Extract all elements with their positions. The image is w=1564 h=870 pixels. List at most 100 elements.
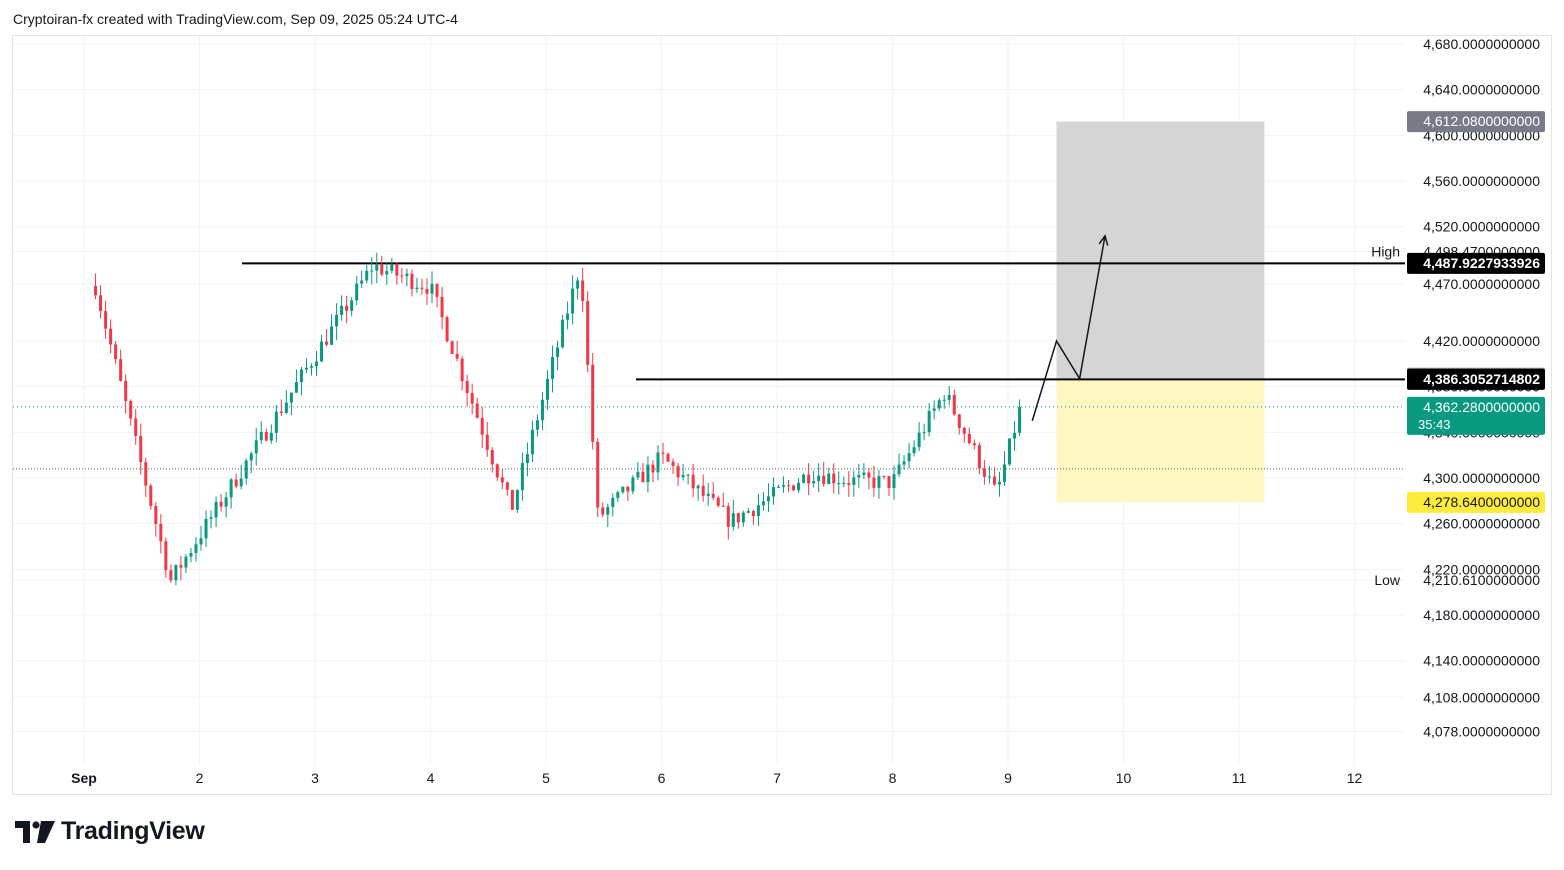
candle: [777, 484, 781, 488]
candle: [706, 483, 710, 506]
countdown-timer: 35:43: [1418, 417, 1451, 432]
candle: [847, 470, 851, 497]
candle-body: [184, 556, 188, 568]
tradingview-logo[interactable]: TradingView: [15, 817, 205, 846]
candle: [766, 483, 770, 512]
candle: [109, 319, 113, 354]
candle-body: [380, 264, 384, 275]
candle: [756, 494, 760, 526]
candle-body: [661, 452, 665, 454]
candle: [671, 458, 675, 474]
candle-body: [751, 511, 755, 516]
candle-body: [837, 483, 841, 485]
candle: [530, 420, 534, 463]
candle: [636, 462, 640, 480]
candle: [962, 426, 966, 443]
price-tick-label: 4,108.0000000000: [1423, 689, 1540, 705]
candle-body: [1008, 438, 1012, 465]
candle: [139, 423, 143, 475]
candle: [320, 334, 324, 362]
candle: [104, 300, 108, 340]
candle-body: [952, 394, 956, 415]
candle: [581, 267, 585, 313]
candle-body: [385, 270, 389, 275]
candle-body: [827, 473, 831, 484]
candle-body: [882, 476, 886, 478]
candle-body: [651, 464, 655, 473]
candle-body: [315, 361, 319, 367]
price-axis: 4,680.00000000004,640.00000000004,600.00…: [1371, 36, 1540, 740]
candle-body: [455, 353, 459, 359]
candle: [480, 406, 484, 449]
candle-body: [495, 464, 499, 478]
candle: [696, 484, 700, 501]
stop-zone[interactable]: [1056, 378, 1265, 503]
candle: [460, 355, 464, 391]
candle-body: [149, 485, 153, 507]
projection-polyline[interactable]: [1031, 235, 1106, 422]
candle: [892, 465, 896, 500]
candle-body: [892, 474, 896, 488]
candle: [867, 468, 871, 490]
candle-body: [606, 507, 610, 515]
candle: [621, 486, 625, 494]
candle-body: [510, 489, 514, 510]
candle: [395, 262, 399, 285]
target-zone[interactable]: [1056, 121, 1265, 379]
candle: [209, 510, 213, 529]
candle-body: [927, 410, 931, 433]
candle-body: [289, 392, 293, 403]
candle: [340, 295, 344, 321]
candle: [827, 467, 831, 485]
candle-body: [410, 273, 414, 289]
candle: [947, 386, 951, 406]
candle-body: [309, 366, 313, 368]
candle-body: [530, 429, 534, 455]
candle-body: [877, 476, 881, 488]
candle: [289, 392, 293, 416]
candle: [214, 496, 218, 528]
price-chart[interactable]: 4,680.00000000004,640.00000000004,600.00…: [0, 0, 1564, 800]
candle-body: [917, 432, 921, 448]
candle-body: [1018, 406, 1022, 433]
candle: [641, 463, 645, 483]
candle: [902, 455, 906, 470]
candle: [1002, 451, 1006, 486]
candle-body: [330, 326, 334, 345]
candle-body: [219, 501, 223, 507]
candle: [1013, 421, 1017, 451]
candle: [616, 490, 620, 503]
price-badge-line: 4,487.9227933926: [1407, 252, 1545, 274]
candle: [857, 463, 861, 488]
candle-body: [797, 482, 801, 491]
candle-body: [621, 486, 625, 493]
candle-body: [395, 264, 399, 276]
price-tick-label: 4,560.0000000000: [1423, 173, 1540, 189]
candle: [495, 463, 499, 482]
candle: [596, 438, 600, 517]
candle: [299, 366, 303, 396]
candle: [912, 440, 916, 457]
candle-body: [777, 486, 781, 488]
candle-body: [847, 483, 851, 485]
candle: [992, 467, 996, 487]
candle: [515, 488, 519, 514]
candle: [741, 510, 745, 527]
candle-body: [741, 512, 745, 523]
candle-body: [199, 538, 203, 545]
candle: [350, 297, 354, 317]
candle: [761, 491, 765, 511]
candle: [561, 314, 565, 349]
candle-body: [114, 344, 118, 360]
candle-body: [546, 378, 550, 400]
candle-body: [104, 311, 108, 329]
candle: [862, 463, 866, 479]
candle-body: [500, 477, 504, 483]
candle: [611, 493, 615, 517]
candle-body: [375, 264, 379, 271]
candle: [691, 463, 695, 498]
candle: [887, 475, 891, 496]
price-badge-value: 4,386.3052714802: [1423, 371, 1540, 387]
candle-body: [154, 506, 158, 524]
candle-body: [676, 466, 680, 478]
